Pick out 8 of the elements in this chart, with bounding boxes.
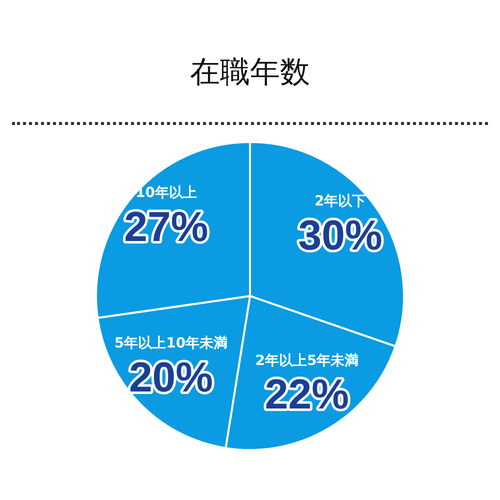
data-label: 20% (128, 353, 214, 400)
slice-label: 2年以下 (314, 193, 366, 210)
chart-title: 在職年数 (189, 54, 311, 92)
data-label: 27% (124, 202, 208, 250)
slice-label: 5年以上10年未満 (114, 335, 228, 352)
data-label: 22% (264, 370, 349, 418)
slice-label: 2年以上5年未満 (255, 352, 359, 369)
data-label: 30% (298, 211, 382, 258)
